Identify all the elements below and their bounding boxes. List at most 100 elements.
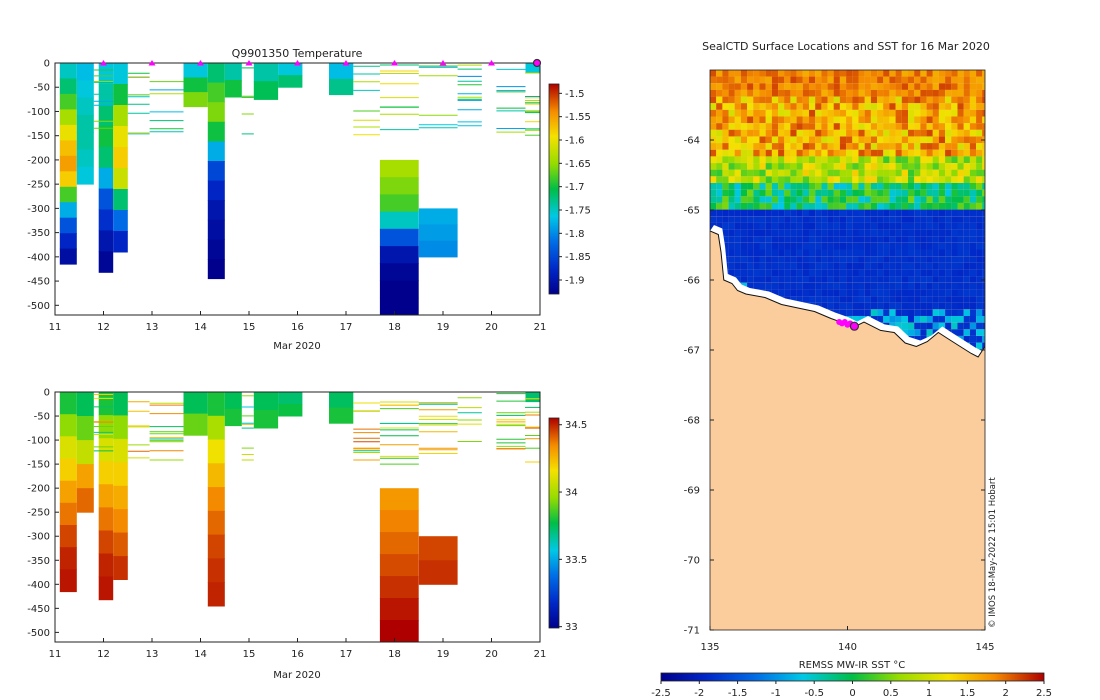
sst-cell xyxy=(883,222,890,230)
sst-cell xyxy=(920,229,927,237)
sst-cell xyxy=(740,256,748,263)
sst-cell xyxy=(846,189,853,197)
profile-cell xyxy=(207,161,225,182)
sst-cell xyxy=(969,129,977,137)
profile-cell xyxy=(418,240,458,258)
sst-cell xyxy=(976,76,983,84)
sst-cell xyxy=(802,123,809,130)
x-tick-label: 19 xyxy=(437,649,450,660)
sst-cell xyxy=(926,96,933,104)
sst-colorbar-ticks: -2.5 -2 -1.5 -1 -0.5 0 0.5 1 1.5 2 2.5 xyxy=(651,681,1052,699)
sst-cell xyxy=(963,236,970,243)
sst-cell xyxy=(877,236,884,243)
sst-cell xyxy=(877,203,884,210)
sst-cell xyxy=(883,189,890,197)
sst-cell xyxy=(815,163,822,170)
sst-cell xyxy=(895,282,902,290)
sst-cell xyxy=(833,143,840,150)
sst-cell xyxy=(852,196,859,203)
sst-cell xyxy=(809,269,816,277)
sst-cell xyxy=(883,203,890,210)
sst-cell xyxy=(957,189,964,197)
profile-cell xyxy=(98,553,114,578)
sst-cell xyxy=(747,176,754,183)
sst-cell xyxy=(710,109,717,117)
x-tick-label: 18 xyxy=(388,322,401,333)
sst-cell xyxy=(908,262,915,270)
sst-cell xyxy=(765,169,772,177)
sst-cell xyxy=(877,242,884,250)
sst-cell xyxy=(938,89,946,97)
sst-cell xyxy=(889,143,896,150)
sst-cell xyxy=(839,96,847,104)
sst-cell xyxy=(740,209,748,217)
sst-cell xyxy=(839,203,847,210)
sst-cell xyxy=(889,129,896,137)
temperature-colorbar-ticks: -1.5-1.55-1.6-1.65-1.7-1.75-1.8-1.85-1.9 xyxy=(559,89,591,287)
sst-cell xyxy=(945,189,952,197)
sst-cell xyxy=(802,196,809,203)
sst-cell xyxy=(901,136,908,144)
sst-cell xyxy=(839,116,847,124)
y-tick-label: -350 xyxy=(27,228,50,239)
sst-cell xyxy=(759,156,766,163)
sst-cell xyxy=(846,269,853,277)
profile-cell xyxy=(113,84,128,106)
sst-cell xyxy=(932,196,939,203)
sst-cell xyxy=(827,216,834,223)
sst-cell xyxy=(945,322,952,330)
sst-cell xyxy=(796,136,803,144)
sst-cell xyxy=(932,282,939,290)
sst-cell xyxy=(759,189,766,197)
sst-cell xyxy=(802,96,809,104)
sst-cell xyxy=(889,289,896,296)
profile-cell xyxy=(329,63,354,80)
sst-cell xyxy=(895,249,902,257)
sst-cell xyxy=(802,256,809,263)
sst-cell xyxy=(833,176,840,183)
sst-cell xyxy=(870,143,878,150)
sst-cell xyxy=(938,76,946,84)
sst-cell xyxy=(870,169,878,177)
sst-cell xyxy=(846,83,853,90)
sst-cell xyxy=(945,156,952,163)
sst-cell xyxy=(790,256,797,263)
y-tick-label: -500 xyxy=(27,301,50,312)
sst-cell xyxy=(963,229,970,237)
sst-cell xyxy=(889,196,896,203)
sst-cell xyxy=(710,156,717,163)
sst-cell xyxy=(901,236,908,243)
sst-cell xyxy=(889,149,896,157)
sst-cell xyxy=(963,89,970,97)
sst-cell xyxy=(846,136,853,144)
sst-cell xyxy=(796,176,803,183)
sst-cell xyxy=(784,129,791,137)
sst-cell xyxy=(926,176,933,183)
profile-cell xyxy=(253,63,279,82)
sst-cell xyxy=(839,103,847,110)
sst-cell xyxy=(747,256,754,263)
sst-cell xyxy=(870,189,878,197)
sst-cell xyxy=(963,289,970,296)
sst-cell xyxy=(870,96,878,104)
sst-cell xyxy=(858,163,865,170)
sst-cell xyxy=(982,83,985,90)
profile-cell xyxy=(76,114,94,133)
sst-cell xyxy=(976,262,983,270)
sst-cell xyxy=(957,70,964,77)
sst-cell xyxy=(802,242,809,250)
sst-cell xyxy=(839,169,847,177)
sst-cell xyxy=(957,156,964,163)
sst-cell xyxy=(778,262,785,270)
sst-cell xyxy=(710,116,717,124)
sst-cell xyxy=(809,249,816,257)
sst-cell xyxy=(790,103,797,110)
sst-cell xyxy=(747,116,754,124)
sst-cell xyxy=(740,96,748,104)
sst-cell xyxy=(839,302,847,310)
profile-cell xyxy=(76,464,94,489)
sst-cell xyxy=(982,89,985,97)
sst-cell xyxy=(914,169,921,177)
sst-cell xyxy=(809,123,816,130)
sst-cell xyxy=(945,176,952,183)
